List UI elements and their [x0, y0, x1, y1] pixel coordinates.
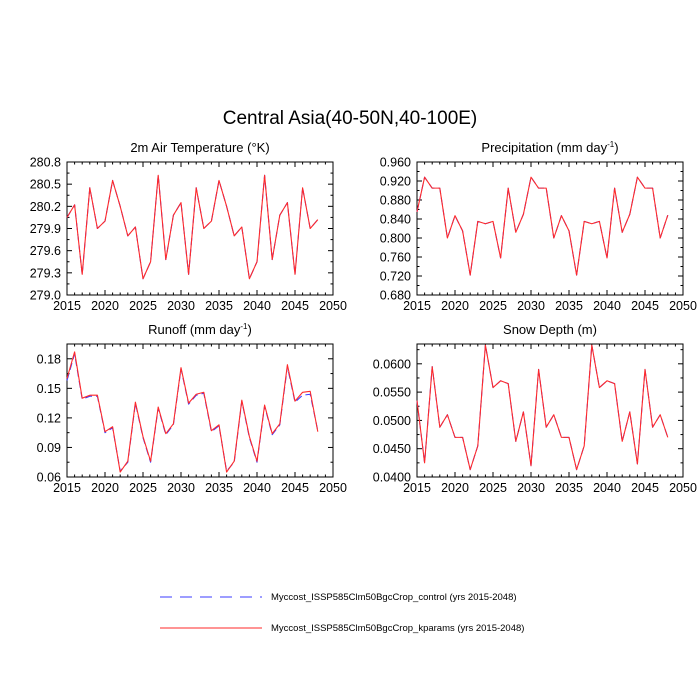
x-tick-label: 2045	[631, 481, 659, 495]
y-tick-label: 279.6	[30, 244, 61, 258]
y-tick-label: 0.880	[380, 194, 411, 208]
x-tick-label: 2020	[441, 299, 469, 313]
y-tick-label: 0.18	[37, 352, 61, 366]
panel-precipitation: 2015 2020 2025 2030 2035 2040 2045 2050 0.680 0.7…	[380, 156, 697, 314]
series-line-control	[416, 176, 669, 276]
x-tick-label: 2040	[593, 481, 621, 495]
x-tick-label: 2050	[669, 299, 697, 313]
legend: Myccost_ISSP585Clm50BgcCrop_control (yrs…	[160, 592, 524, 634]
x-tick-label: 2030	[517, 481, 545, 495]
x-tick-label: 2045	[631, 299, 659, 313]
y-tick-label: 0.720	[380, 270, 411, 284]
y-tick-label: 0.0500	[373, 414, 411, 428]
y-tick-label: 280.5	[30, 178, 61, 192]
panel-title-snow-depth: Snow Depth (m)	[503, 322, 597, 337]
x-tick-label: 2025	[129, 481, 157, 495]
series-line-kparams	[416, 344, 669, 471]
series-line-control	[416, 344, 669, 471]
panel-title-runoff: Runoff (mm day-1)	[148, 322, 252, 337]
figure-title: Central Asia(40-50N,40-100E)	[223, 108, 478, 129]
y-tick-label: 0.15	[37, 382, 61, 396]
panel-title-temperature: 2m Air Temperature (°K)	[130, 140, 269, 155]
panel-runoff: 2015 2020 2025 2030 2035 2040 2045 2050 0.06 0.09…	[37, 343, 347, 495]
x-tick-label: 2035	[205, 299, 233, 313]
x-tick-label: 2025	[479, 299, 507, 313]
x-tick-label: 2040	[243, 299, 271, 313]
y-tick-label: 0.0400	[373, 471, 411, 485]
x-tick-label: 2015	[403, 481, 431, 495]
plot-frame-temperature	[66, 161, 334, 296]
x-tick-label: 2040	[593, 299, 621, 313]
plot-frame-precipitation	[416, 161, 684, 296]
y-tick-label: 0.760	[380, 251, 411, 265]
x-tick-label: 2045	[281, 299, 309, 313]
x-tick-label: 2035	[555, 299, 583, 313]
y-tick-label: 0.12	[37, 411, 61, 425]
y-tick-label: 0.800	[380, 232, 411, 246]
legend-label-kparams: Myccost_ISSP585Clm50BgcCrop_kparams (yrs…	[271, 623, 524, 634]
x-tick-label: 2020	[91, 481, 119, 495]
y-tick-label: 0.06	[37, 471, 61, 485]
panel-title-precipitation: Precipitation (mm day-1)	[481, 140, 618, 155]
plot-frame-snow-depth	[416, 343, 684, 478]
series-line-kparams	[416, 176, 669, 276]
x-tick-label: 2030	[517, 299, 545, 313]
y-tick-label: 0.680	[380, 289, 411, 303]
x-tick-label: 2015	[53, 299, 81, 313]
x-tick-label: 2035	[555, 481, 583, 495]
y-tick-label: 279.0	[30, 289, 61, 303]
y-tick-label: 0.960	[380, 156, 411, 170]
x-tick-label: 2015	[403, 299, 431, 313]
series-line-control	[66, 353, 319, 472]
series-line-kparams	[66, 351, 319, 473]
x-tick-label: 2030	[167, 299, 195, 313]
y-tick-label: 279.9	[30, 222, 61, 236]
x-tick-label: 2025	[479, 481, 507, 495]
x-tick-label: 2020	[441, 481, 469, 495]
y-tick-label: 279.3	[30, 266, 61, 280]
y-tick-label: 0.0450	[373, 442, 411, 456]
x-tick-label: 2045	[281, 481, 309, 495]
x-tick-label: 2025	[129, 299, 157, 313]
x-tick-label: 2040	[243, 481, 271, 495]
panel-snow-depth: 2015 2020 2025 2030 2035 2040 2045 2050 0.0400 0.…	[373, 343, 697, 495]
y-tick-label: 280.2	[30, 200, 61, 214]
x-tick-label: 2050	[669, 481, 697, 495]
y-tick-label: 0.0600	[373, 357, 411, 371]
y-tick-label: 0.840	[380, 213, 411, 227]
y-tick-label: 0.09	[37, 441, 61, 455]
legend-label-control: Myccost_ISSP585Clm50BgcCrop_control (yrs…	[271, 592, 517, 603]
x-tick-label: 2020	[91, 299, 119, 313]
plot-frame-runoff	[66, 343, 334, 478]
x-tick-label: 2015	[53, 481, 81, 495]
y-tick-label: 0.920	[380, 175, 411, 189]
x-tick-label: 2035	[205, 481, 233, 495]
y-tick-label: 0.0550	[373, 386, 411, 400]
y-tick-label: 280.8	[30, 156, 61, 170]
x-tick-label: 2050	[319, 299, 347, 313]
panel-temperature: 2015 2020 2025 2030 2035 2040 2045 2050 279.0 279…	[30, 156, 347, 314]
series-line-kparams	[66, 174, 319, 280]
x-tick-label: 2030	[167, 481, 195, 495]
x-tick-label: 2050	[319, 481, 347, 495]
